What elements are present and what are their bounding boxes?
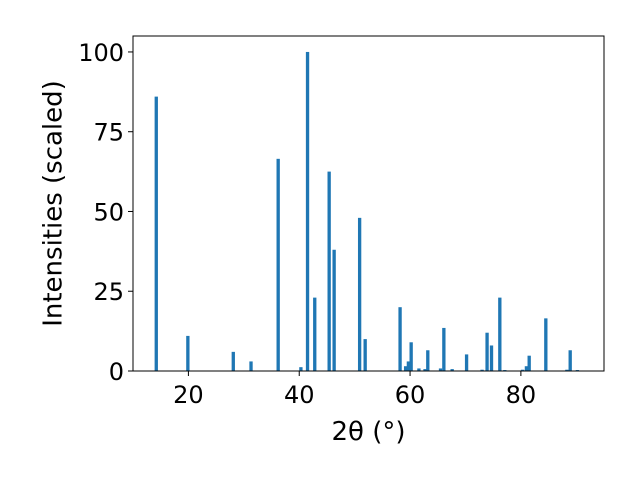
bar (464, 354, 469, 371)
bar (231, 351, 235, 371)
y-tick-label: 50 (93, 198, 124, 226)
x-tick-label: 40 (284, 381, 315, 409)
bar (332, 249, 336, 371)
bar (186, 335, 190, 371)
bar (489, 345, 494, 371)
bar (442, 327, 446, 371)
bar (524, 366, 529, 371)
bar (527, 355, 531, 371)
y-tick-label: 100 (78, 39, 124, 67)
bar (357, 217, 362, 371)
x-tick-label: 60 (395, 381, 426, 409)
bar (299, 367, 303, 371)
bar (520, 369, 525, 371)
bar (363, 339, 367, 371)
bar (438, 368, 443, 371)
bar (409, 342, 413, 371)
x-tick-label: 20 (173, 381, 204, 409)
bar (423, 369, 427, 371)
bar (276, 158, 280, 371)
x-axis-label: 2θ (°) (331, 417, 405, 447)
y-axis-label: Intensities (scaled) (39, 80, 69, 327)
y-ticks: 0 25 50 75 100 (78, 39, 133, 386)
bar (313, 297, 317, 371)
bar (544, 318, 548, 371)
bar (249, 361, 253, 371)
bar (498, 297, 502, 371)
bar (406, 361, 411, 371)
bar (426, 350, 430, 371)
bar (480, 369, 484, 371)
bar (485, 332, 489, 371)
x-ticks: 20 40 60 80 (173, 371, 536, 409)
bar (305, 51, 310, 371)
bar (450, 369, 454, 371)
plot-frame (132, 35, 605, 372)
bar (565, 369, 569, 371)
bar (403, 366, 408, 371)
y-tick-label: 0 (109, 358, 124, 386)
y-tick-label: 75 (93, 119, 124, 147)
bar (154, 96, 158, 372)
x-tick-label: 80 (506, 381, 537, 409)
bar (568, 350, 572, 371)
bar (398, 307, 402, 371)
bar (327, 171, 331, 371)
bars-layer (154, 51, 580, 372)
bar (417, 368, 421, 371)
y-tick-label: 25 (93, 278, 124, 306)
